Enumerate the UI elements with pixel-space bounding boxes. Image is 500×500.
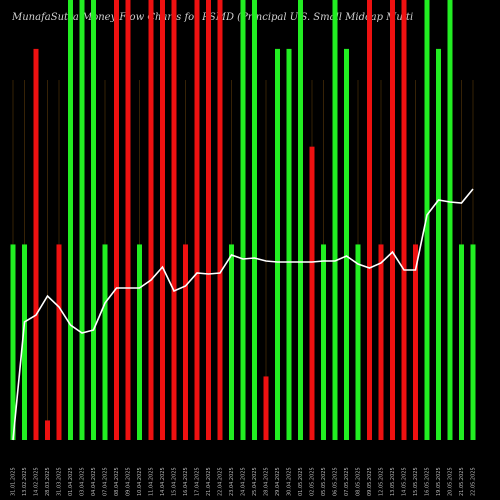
- bar-green: [321, 244, 326, 440]
- x-tick-label: 13.05.2025: [390, 467, 396, 496]
- bar-green: [436, 48, 441, 441]
- bar-green: [10, 244, 16, 440]
- x-tick-label: 30.04.2025: [287, 467, 293, 496]
- bar-green: [102, 244, 108, 440]
- x-tick-label: 12.05.2025: [379, 467, 385, 496]
- bar-red: [263, 376, 269, 440]
- bar-green: [286, 48, 292, 441]
- bar-green: [22, 244, 27, 440]
- bar-green: [424, 0, 430, 440]
- bar-red: [390, 0, 395, 440]
- x-tick-label: 25.04.2025: [252, 467, 258, 496]
- x-tick-label: 16.05.2025: [425, 467, 431, 496]
- x-tick-label: 31.01.2025: [11, 467, 17, 496]
- bar-red: [194, 0, 200, 440]
- bar-red: [160, 0, 165, 440]
- x-tick-label: 20.05.2025: [448, 467, 454, 496]
- x-tick-label: 19.05.2025: [436, 467, 442, 496]
- bar-green: [298, 0, 303, 440]
- bar-red: [401, 0, 407, 440]
- x-tick-label: 02.05.2025: [310, 467, 316, 496]
- x-tick-label: 05.05.2025: [321, 467, 327, 496]
- x-tick-label: 01.04.2025: [68, 467, 74, 496]
- x-tick-label: 28.04.2025: [264, 467, 270, 496]
- x-tick-label: 10.04.2025: [137, 467, 143, 496]
- x-tick-label: 28.03.2025: [45, 467, 51, 496]
- x-tick-label: 24.04.2025: [241, 467, 247, 496]
- bar-green: [252, 0, 257, 440]
- bar-green: [459, 244, 464, 440]
- bar-green: [344, 48, 349, 441]
- bar-green: [91, 0, 96, 440]
- x-tick-label: 15.05.2025: [413, 467, 419, 496]
- x-tick-label: 08.04.2025: [114, 467, 120, 496]
- x-tick-label: 14.05.2025: [402, 467, 408, 496]
- bar-red: [125, 0, 131, 440]
- x-tick-label: 07.04.2025: [103, 467, 109, 496]
- bar-red: [56, 244, 62, 440]
- bar-red: [217, 0, 223, 440]
- x-tick-label: 08.05.2025: [356, 467, 362, 496]
- x-tick-label: 14.04.2025: [160, 467, 166, 496]
- x-tick-label: 17.04.2025: [195, 467, 201, 496]
- x-tick-label: 11.04.2025: [149, 467, 155, 496]
- x-tick-label: 22.04.2025: [218, 467, 224, 496]
- x-tick-label: 06.05.2025: [333, 467, 339, 496]
- x-tick-label: 13.02.2025: [22, 467, 28, 496]
- bar-green: [137, 244, 142, 440]
- x-tick-label: 16.04.2025: [183, 467, 189, 496]
- x-tick-label: 21.04.2025: [206, 467, 212, 496]
- bar-red: [183, 244, 188, 440]
- bar-green: [68, 0, 73, 440]
- x-tick-label: 07.05.2025: [344, 467, 350, 496]
- bar-red: [45, 420, 50, 440]
- x-tick-label: 31.03.2025: [57, 467, 63, 496]
- bar-green: [275, 48, 280, 441]
- bar-red: [114, 0, 119, 440]
- x-tick-label: 09.05.2025: [367, 467, 373, 496]
- x-tick-label: 15.04.2025: [172, 467, 178, 496]
- bar-green: [470, 244, 476, 440]
- x-tick-label: 23.04.2025: [229, 467, 235, 496]
- x-tick-label: 29.04.2025: [275, 467, 281, 496]
- bar-red: [148, 0, 154, 440]
- bar-green: [79, 0, 85, 440]
- x-tick-label: 09.04.2025: [126, 467, 132, 496]
- bar-red: [206, 0, 211, 440]
- bar-green: [229, 244, 234, 440]
- bar-red: [378, 244, 384, 440]
- money-flow-line: [12, 188, 474, 441]
- bar-green: [447, 0, 453, 440]
- x-tick-label: 01.05.2025: [298, 467, 304, 496]
- bar-red: [171, 0, 177, 440]
- x-tick-label: 22.05.2025: [471, 467, 477, 496]
- bar-red: [309, 146, 315, 440]
- x-tick-label: 14.02.2025: [34, 467, 40, 496]
- bar-red: [413, 244, 418, 440]
- bar-green: [332, 0, 338, 440]
- bar-green: [240, 0, 246, 440]
- x-tick-label: 04.04.2025: [91, 467, 97, 496]
- bar-red: [33, 48, 39, 441]
- bar-green: [355, 244, 361, 440]
- x-tick-label: 03.04.2025: [80, 467, 86, 496]
- bar-red: [367, 0, 372, 440]
- chart-title: MunafaSutra Money Flow Charts for PSMD (…: [12, 12, 414, 23]
- x-tick-label: 21.05.2025: [459, 467, 465, 496]
